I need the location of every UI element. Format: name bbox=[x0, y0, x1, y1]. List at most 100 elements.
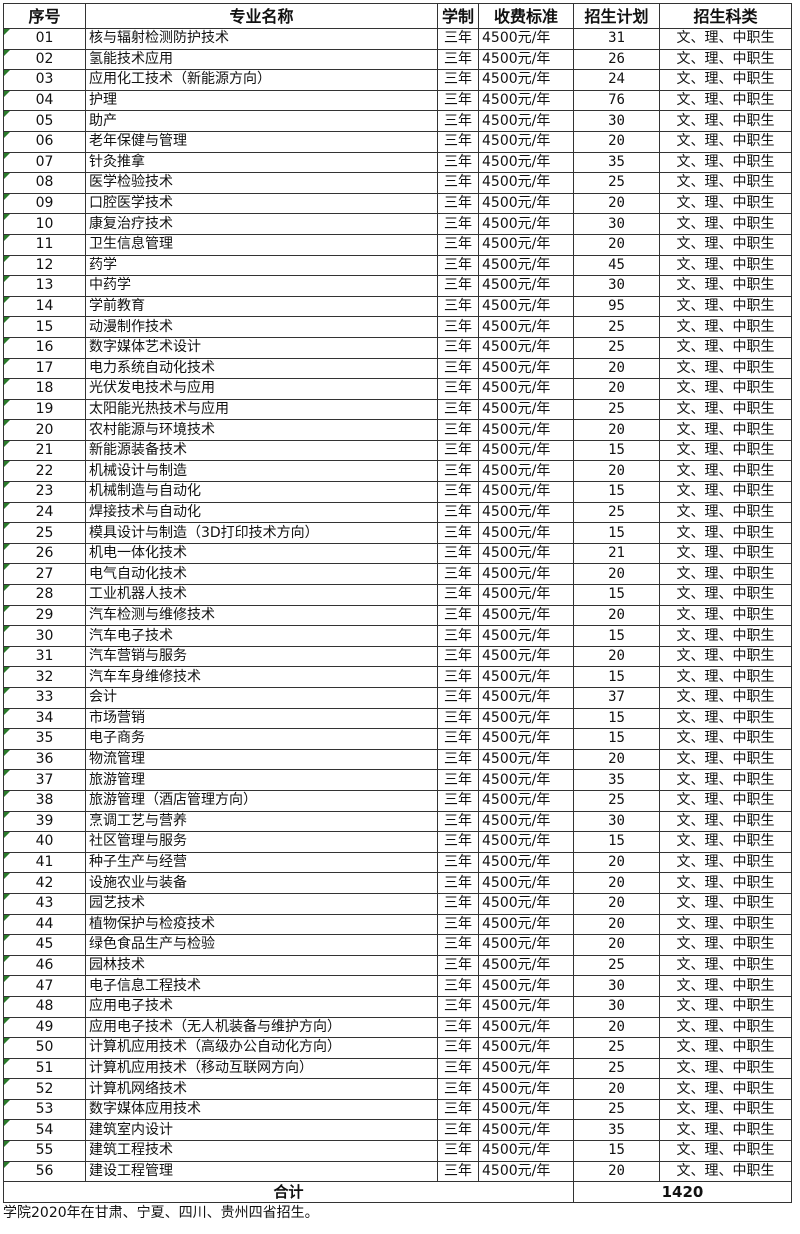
major-name: 计算机应用技术（移动互联网方向） bbox=[85, 1057, 438, 1080]
duration: 三年 bbox=[437, 213, 479, 235]
category: 文、理、中职生 bbox=[659, 213, 792, 235]
major-name: 电气自动化技术 bbox=[85, 563, 438, 586]
table-row: 50 计算机应用技术（高级办公自动化方向） 三年 4500元/年 25 文、理、中职生 bbox=[3, 1037, 792, 1059]
duration: 三年 bbox=[437, 275, 479, 297]
table-row: 23 机械制造与自动化 三年 4500元/年 15 文、理、中职生 bbox=[3, 481, 792, 503]
category: 文、理、中职生 bbox=[659, 1037, 792, 1059]
duration: 三年 bbox=[437, 192, 479, 215]
duration: 三年 bbox=[437, 501, 479, 524]
table-row: 30 汽车电子技术 三年 4500元/年 15 文、理、中职生 bbox=[3, 625, 792, 647]
duration: 三年 bbox=[437, 28, 479, 50]
row-index: 06 bbox=[3, 130, 86, 153]
category: 文、理、中职生 bbox=[659, 522, 792, 544]
total-row: 合计 1420 bbox=[3, 1181, 792, 1203]
table-row: 11 卫生信息管理 三年 4500元/年 20 文、理、中职生 bbox=[3, 233, 792, 256]
row-index: 26 bbox=[3, 542, 86, 565]
table-row: 27 电气自动化技术 三年 4500元/年 20 文、理、中职生 bbox=[3, 563, 792, 586]
table-row: 25 模具设计与制造（3D打印技术方向） 三年 4500元/年 15 文、理、中职生 bbox=[3, 522, 792, 544]
table-row: 41 种子生产与经营 三年 4500元/年 20 文、理、中职生 bbox=[3, 851, 792, 874]
category: 文、理、中职生 bbox=[659, 295, 792, 318]
row-index: 01 bbox=[3, 28, 86, 50]
fee: 4500元/年 bbox=[478, 192, 574, 215]
table-row: 29 汽车检测与维修技术 三年 4500元/年 20 文、理、中职生 bbox=[3, 604, 792, 627]
enrollment-plan: 30 bbox=[573, 995, 660, 1018]
duration: 三年 bbox=[437, 666, 479, 688]
duration: 三年 bbox=[437, 851, 479, 874]
major-name: 光伏发电技术与应用 bbox=[85, 378, 438, 400]
enrollment-plan: 20 bbox=[573, 130, 660, 153]
row-index: 44 bbox=[3, 913, 86, 936]
duration: 三年 bbox=[437, 151, 479, 174]
fee: 4500元/年 bbox=[478, 1057, 574, 1080]
table-row: 42 设施农业与装备 三年 4500元/年 20 文、理、中职生 bbox=[3, 872, 792, 894]
fee: 4500元/年 bbox=[478, 419, 574, 441]
fee: 4500元/年 bbox=[478, 604, 574, 627]
table-row: 01 核与辐射检测防护技术 三年 4500元/年 31 文、理、中职生 bbox=[3, 28, 792, 50]
table-row: 54 建筑室内设计 三年 4500元/年 35 文、理、中职生 bbox=[3, 1119, 792, 1142]
row-index: 22 bbox=[3, 460, 86, 483]
fee: 4500元/年 bbox=[478, 501, 574, 524]
major-name: 新能源装备技术 bbox=[85, 439, 438, 462]
row-index: 31 bbox=[3, 645, 86, 668]
row-index: 08 bbox=[3, 172, 86, 194]
category: 文、理、中职生 bbox=[659, 934, 792, 956]
duration: 三年 bbox=[437, 1016, 479, 1039]
row-index: 35 bbox=[3, 728, 86, 750]
duration: 三年 bbox=[437, 563, 479, 586]
major-name: 汽车检测与维修技术 bbox=[85, 604, 438, 627]
enrollment-plan: 20 bbox=[573, 645, 660, 668]
table-row: 47 电子信息工程技术 三年 4500元/年 30 文、理、中职生 bbox=[3, 975, 792, 997]
fee: 4500元/年 bbox=[478, 1098, 574, 1121]
major-name: 工业机器人技术 bbox=[85, 584, 438, 606]
row-index: 28 bbox=[3, 584, 86, 606]
fee: 4500元/年 bbox=[478, 645, 574, 668]
enrollment-plan: 15 bbox=[573, 481, 660, 503]
fee: 4500元/年 bbox=[478, 1160, 574, 1183]
duration: 三年 bbox=[437, 110, 479, 132]
category: 文、理、中职生 bbox=[659, 419, 792, 441]
major-name: 电子商务 bbox=[85, 728, 438, 750]
table-row: 17 电力系统自动化技术 三年 4500元/年 20 文、理、中职生 bbox=[3, 357, 792, 380]
category: 文、理、中职生 bbox=[659, 192, 792, 215]
fee: 4500元/年 bbox=[478, 789, 574, 812]
duration: 三年 bbox=[437, 625, 479, 647]
row-index: 48 bbox=[3, 995, 86, 1018]
row-index: 40 bbox=[3, 831, 86, 853]
category: 文、理、中职生 bbox=[659, 110, 792, 132]
table-row: 14 学前教育 三年 4500元/年 95 文、理、中职生 bbox=[3, 295, 792, 318]
row-index: 20 bbox=[3, 419, 86, 441]
fee: 4500元/年 bbox=[478, 89, 574, 112]
major-name: 太阳能光热技术与应用 bbox=[85, 398, 438, 421]
duration: 三年 bbox=[437, 687, 479, 709]
enrollment-plan: 25 bbox=[573, 172, 660, 194]
major-name: 物流管理 bbox=[85, 748, 438, 771]
fee: 4500元/年 bbox=[478, 130, 574, 153]
enrollment-plan: 20 bbox=[573, 851, 660, 874]
category: 文、理、中职生 bbox=[659, 584, 792, 606]
major-name: 机械设计与制造 bbox=[85, 460, 438, 483]
fee: 4500元/年 bbox=[478, 316, 574, 338]
category: 文、理、中职生 bbox=[659, 233, 792, 256]
fee: 4500元/年 bbox=[478, 336, 574, 359]
category: 文、理、中职生 bbox=[659, 645, 792, 668]
duration: 三年 bbox=[437, 460, 479, 483]
enrollment-plan: 20 bbox=[573, 892, 660, 915]
major-name: 机械制造与自动化 bbox=[85, 481, 438, 503]
enrollment-plan: 35 bbox=[573, 1119, 660, 1142]
table-row: 43 园艺技术 三年 4500元/年 20 文、理、中职生 bbox=[3, 892, 792, 915]
category: 文、理、中职生 bbox=[659, 1078, 792, 1100]
table-row: 45 绿色食品生产与检验 三年 4500元/年 20 文、理、中职生 bbox=[3, 934, 792, 956]
enrollment-plan: 15 bbox=[573, 831, 660, 853]
duration: 三年 bbox=[437, 604, 479, 627]
duration: 三年 bbox=[437, 336, 479, 359]
major-name: 会计 bbox=[85, 687, 438, 709]
major-name: 数字媒体艺术设计 bbox=[85, 336, 438, 359]
duration: 三年 bbox=[437, 48, 479, 71]
row-index: 18 bbox=[3, 378, 86, 400]
category: 文、理、中职生 bbox=[659, 398, 792, 421]
category: 文、理、中职生 bbox=[659, 542, 792, 565]
category: 文、理、中职生 bbox=[659, 1057, 792, 1080]
fee: 4500元/年 bbox=[478, 460, 574, 483]
row-index: 46 bbox=[3, 954, 86, 977]
category: 文、理、中职生 bbox=[659, 604, 792, 627]
